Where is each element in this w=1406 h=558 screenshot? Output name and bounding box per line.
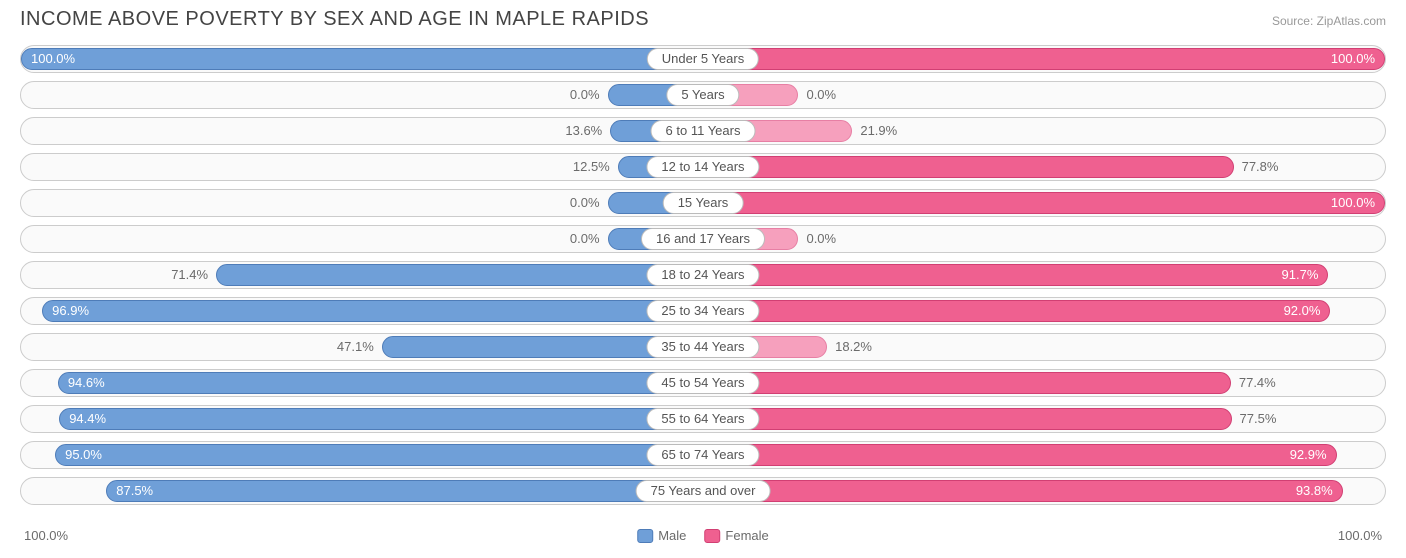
female-value: 18.2% — [827, 334, 872, 360]
chart-row: 0.0% 0.0% 16 and 17 Years — [20, 225, 1386, 253]
age-label: 5 Years — [666, 84, 739, 106]
chart-row: 71.4% 91.7%18 to 24 Years — [20, 261, 1386, 289]
male-value: 13.6% — [565, 118, 610, 144]
chart-row: 0.0% 100.0%15 Years — [20, 189, 1386, 217]
chart-row: 94.6% 77.4% 45 to 54 Years — [20, 369, 1386, 397]
chart-row: 94.4% 77.5% 55 to 64 Years — [20, 405, 1386, 433]
chart-row: 96.9%92.0%25 to 34 Years — [20, 297, 1386, 325]
male-value: 0.0% — [570, 190, 608, 216]
chart-row: 12.5% 77.8% 12 to 14 Years — [20, 153, 1386, 181]
legend-female-label: Female — [725, 528, 768, 543]
legend-male: Male — [637, 528, 686, 543]
female-value: 100.0% — [703, 190, 1385, 216]
chart-row: 47.1% 18.2% 35 to 44 Years — [20, 333, 1386, 361]
male-value: 47.1% — [337, 334, 382, 360]
male-value: 87.5% — [106, 478, 703, 504]
male-value: 96.9% — [42, 298, 703, 324]
male-value: 100.0% — [21, 46, 703, 72]
female-value: 0.0% — [798, 82, 836, 108]
female-value: 0.0% — [798, 226, 836, 252]
male-value: 94.4% — [59, 406, 703, 432]
female-value: 100.0% — [703, 46, 1385, 72]
male-swatch-icon — [637, 529, 653, 543]
age-label: 35 to 44 Years — [646, 336, 759, 358]
age-label: 18 to 24 Years — [646, 264, 759, 286]
chart-row: 100.0%100.0%Under 5 Years — [20, 45, 1386, 73]
chart-title: INCOME ABOVE POVERTY BY SEX AND AGE IN M… — [20, 8, 649, 31]
female-bar — [703, 156, 1234, 178]
chart-body: 100.0%100.0%Under 5 Years0.0%0.0%5 Years… — [0, 45, 1406, 505]
legend-female: Female — [704, 528, 768, 543]
male-value: 12.5% — [573, 154, 618, 180]
legend: Male Female — [637, 528, 769, 543]
male-value: 0.0% — [570, 82, 608, 108]
chart-row: 13.6% 21.9% 6 to 11 Years — [20, 117, 1386, 145]
female-value: 93.8% — [703, 478, 1343, 504]
female-value: 77.4% — [1231, 370, 1276, 396]
female-bar — [703, 408, 1232, 430]
chart-source: Source: ZipAtlas.com — [1272, 8, 1386, 28]
female-value: 77.8% — [1234, 154, 1279, 180]
male-value: 94.6% — [58, 370, 703, 396]
female-value: 92.9% — [703, 442, 1337, 468]
male-value: 95.0% — [55, 442, 703, 468]
age-label: 12 to 14 Years — [646, 156, 759, 178]
age-label: 6 to 11 Years — [651, 120, 756, 142]
legend-male-label: Male — [658, 528, 686, 543]
female-value: 91.7% — [703, 262, 1328, 288]
female-value: 21.9% — [852, 118, 897, 144]
chart-row: 0.0% 0.0% 5 Years — [20, 81, 1386, 109]
chart-header: INCOME ABOVE POVERTY BY SEX AND AGE IN M… — [0, 0, 1406, 45]
chart-row: 95.0%92.9%65 to 74 Years — [20, 441, 1386, 469]
female-value: 77.5% — [1232, 406, 1277, 432]
female-value: 92.0% — [703, 298, 1330, 324]
age-label: 15 Years — [663, 192, 744, 214]
male-value: 71.4% — [171, 262, 216, 288]
chart-footer: 100.0% Male Female 100.0% — [20, 528, 1386, 548]
age-label: 45 to 54 Years — [646, 372, 759, 394]
female-bar — [703, 372, 1231, 394]
age-label: 65 to 74 Years — [646, 444, 759, 466]
female-swatch-icon — [704, 529, 720, 543]
male-bar — [216, 264, 703, 286]
chart-row: 87.5%93.8%75 Years and over — [20, 477, 1386, 505]
age-label: Under 5 Years — [647, 48, 759, 70]
male-value: 0.0% — [570, 226, 608, 252]
age-label: 75 Years and over — [636, 480, 771, 502]
axis-right-label: 100.0% — [1338, 528, 1382, 543]
axis-left-label: 100.0% — [24, 528, 68, 543]
age-label: 16 and 17 Years — [641, 228, 765, 250]
age-label: 55 to 64 Years — [646, 408, 759, 430]
age-label: 25 to 34 Years — [646, 300, 759, 322]
